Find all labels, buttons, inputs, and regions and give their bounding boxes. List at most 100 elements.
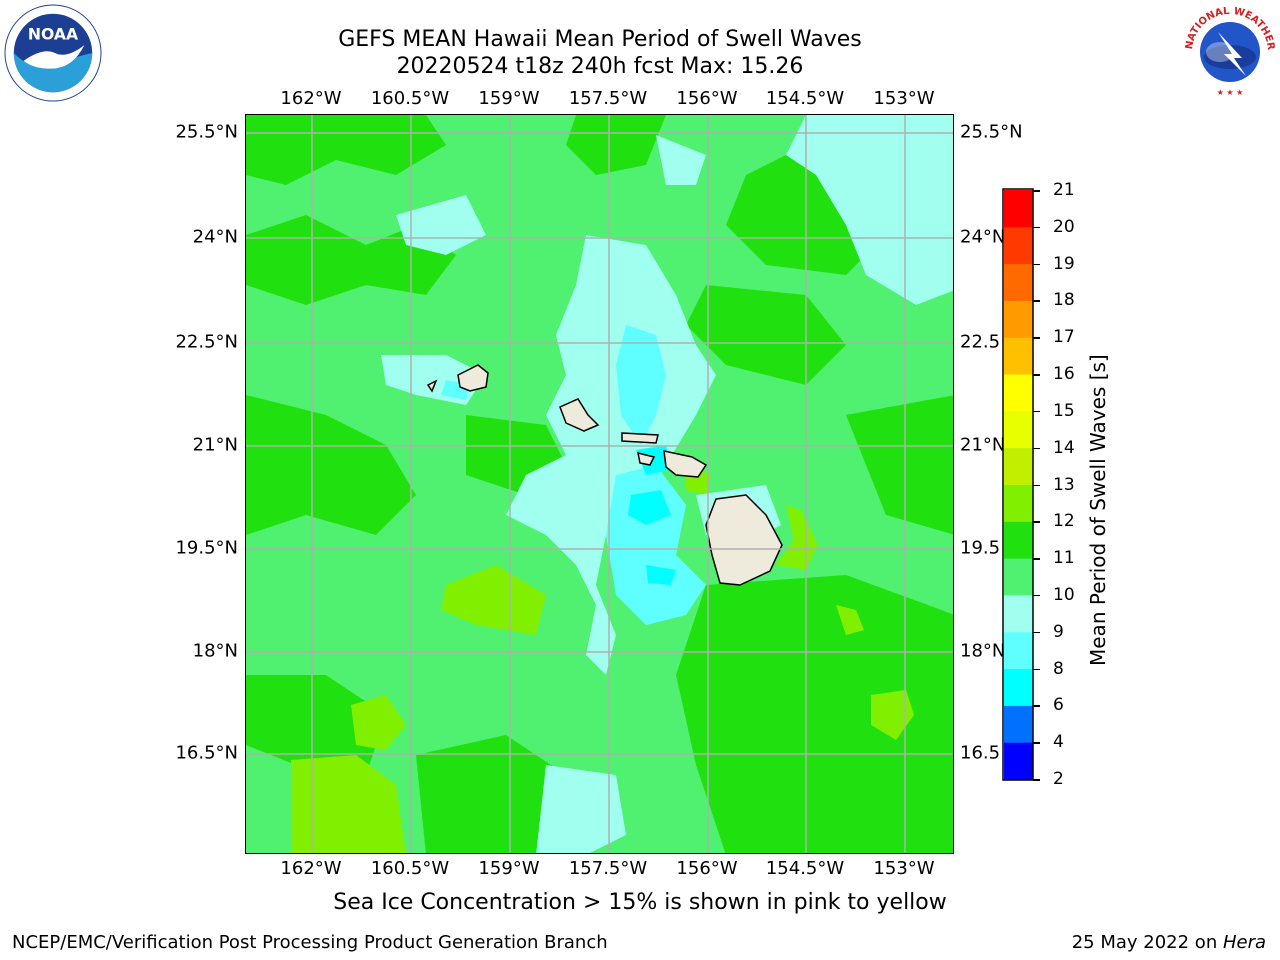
lat-tick-left: 16.5°N bbox=[175, 742, 238, 764]
colorbar-tick-label: 15 bbox=[1053, 400, 1075, 421]
colorbar-tick-mark bbox=[1033, 521, 1040, 523]
lat-tick-left: 22.5°N bbox=[175, 331, 238, 353]
big-island-hawaii bbox=[705, 494, 783, 586]
lon-tick-bottom: 157.5°W bbox=[568, 858, 648, 879]
colorbar-swatch bbox=[1004, 521, 1033, 559]
colorbar-tick-mark bbox=[1033, 484, 1040, 486]
colorbar-swatch bbox=[1004, 558, 1033, 596]
colorbar-tick-label: 2 bbox=[1053, 769, 1064, 789]
lat-tick-right: 21°N bbox=[960, 434, 1006, 456]
colorbar-tick-mark bbox=[1033, 594, 1040, 597]
colorbar-swatches bbox=[1004, 190, 1033, 780]
colorbar-tick-label: 4 bbox=[1053, 732, 1064, 753]
map-subtitle: 20220524 t18z 240h fcst Max: 15.26 bbox=[396, 54, 804, 79]
lat-tick-left: 25.5°N bbox=[175, 121, 238, 143]
noaa-logo: NOAA bbox=[4, 4, 102, 102]
colorbar-tick-mark bbox=[1033, 447, 1040, 450]
map-title: GEFS MEAN Hawaii Mean Period of Swell Wa… bbox=[338, 27, 862, 52]
lat-tick-left: 24°N bbox=[192, 226, 238, 248]
colorbar-swatch bbox=[1004, 337, 1033, 375]
colorbar-tick-label: 11 bbox=[1053, 548, 1075, 569]
period-12-13-regions bbox=[291, 465, 914, 853]
colorbar bbox=[1002, 188, 1034, 781]
colorbar-tick-label: 19 bbox=[1053, 253, 1075, 274]
colorbar-swatch bbox=[1004, 410, 1033, 449]
colorbar-tick-mark bbox=[1033, 558, 1040, 560]
colorbar-swatch bbox=[1004, 668, 1033, 706]
niihau-island bbox=[426, 379, 438, 393]
lon-tick-bottom: 159°W bbox=[478, 858, 540, 879]
colorbar-tick-mark bbox=[1033, 668, 1040, 671]
credit-date: 25 May 2022 on bbox=[1071, 932, 1223, 953]
colorbar-tick-mark bbox=[1033, 263, 1040, 266]
lon-tick-bottom: 156°W bbox=[676, 858, 738, 879]
colorbar-tick-label: 12 bbox=[1053, 511, 1075, 532]
lat-tick-left: 19.5°N bbox=[175, 537, 238, 559]
colorbar-swatch bbox=[1004, 263, 1033, 301]
colorbar-tick-label: 6 bbox=[1053, 695, 1064, 716]
colorbar-tick-label: 8 bbox=[1053, 658, 1064, 679]
lon-tick-top: 153°W bbox=[873, 88, 935, 109]
colorbar-tick-mark bbox=[1033, 300, 1040, 302]
colorbar-tick-mark bbox=[1033, 190, 1040, 192]
lat-tick-left: 21°N bbox=[192, 434, 238, 456]
colorbar-tick-mark bbox=[1033, 337, 1040, 339]
period-6-8-regions bbox=[628, 445, 676, 585]
colorbar-tick-label: 20 bbox=[1053, 216, 1075, 237]
colorbar-swatch bbox=[1004, 742, 1033, 780]
colorbar-swatch bbox=[1004, 705, 1033, 743]
colorbar-tick-label: 18 bbox=[1053, 290, 1075, 311]
lon-tick-bottom: 153°W bbox=[873, 858, 935, 879]
lon-tick-top: 160.5°W bbox=[370, 88, 450, 109]
lat-tick-right: 24°N bbox=[960, 226, 1006, 248]
hawaiian-islands bbox=[426, 364, 783, 586]
nws-logo: NATIONAL WEATHER SERVICE ★ ★ ★ bbox=[1180, 2, 1278, 100]
colorbar-label: Mean Period of Swell Waves [s] bbox=[1086, 354, 1110, 666]
colorbar-tick-mark bbox=[1033, 374, 1040, 376]
lat-tick-right: 25.5°N bbox=[960, 121, 1023, 143]
colorbar-swatch bbox=[1004, 226, 1033, 265]
colorbar-tick-label: 21 bbox=[1053, 180, 1075, 200]
lon-tick-top: 156°W bbox=[676, 88, 738, 109]
colorbar-tick-mark bbox=[1033, 705, 1040, 707]
lon-tick-top: 159°W bbox=[478, 88, 540, 109]
lat-tick-right: 19.5 bbox=[960, 537, 1001, 559]
colorbar-swatch bbox=[1004, 190, 1033, 228]
credit-host: Hera bbox=[1222, 932, 1266, 953]
swell-period-map bbox=[246, 115, 953, 853]
period-9-10-regions bbox=[381, 115, 953, 853]
colorbar-tick-label: 16 bbox=[1053, 364, 1075, 385]
lat-tick-right: 22.5 bbox=[960, 331, 1001, 353]
lon-tick-bottom: 154.5°W bbox=[765, 858, 845, 879]
colorbar-swatch bbox=[1004, 484, 1033, 522]
kauai-island bbox=[457, 364, 489, 392]
map-panel bbox=[245, 114, 954, 854]
colorbar-tick-mark bbox=[1033, 226, 1040, 229]
noaa-logo-text: NOAA bbox=[28, 24, 79, 43]
lat-tick-right: 16.5 bbox=[960, 742, 1001, 764]
sea-ice-note: Sea Ice Concentration > 15% is shown in … bbox=[333, 890, 947, 915]
molokai-island bbox=[621, 432, 659, 444]
colorbar-tick-label: 17 bbox=[1053, 327, 1075, 348]
lon-tick-top: 157.5°W bbox=[568, 88, 648, 109]
credit-organization: NCEP/EMC/Verification Post Processing Pr… bbox=[12, 932, 608, 953]
colorbar-tick-label: 10 bbox=[1053, 584, 1075, 605]
nws-stars-icon: ★ ★ ★ bbox=[1217, 88, 1244, 97]
lat-tick-right: 18°N bbox=[960, 640, 1006, 662]
colorbar-tick-mark bbox=[1033, 631, 1040, 634]
colorbar-tick-mark bbox=[1033, 742, 1040, 744]
colorbar-tick-mark bbox=[1033, 410, 1040, 413]
maui-island bbox=[663, 450, 708, 478]
colorbar-swatch bbox=[1004, 631, 1033, 670]
colorbar-tick-mark bbox=[1033, 779, 1040, 781]
colorbar-swatch bbox=[1004, 300, 1033, 338]
colorbar-swatch bbox=[1004, 594, 1033, 633]
colorbar-swatch bbox=[1004, 447, 1033, 485]
lat-tick-left: 18°N bbox=[192, 640, 238, 662]
oahu-island bbox=[559, 398, 600, 432]
lon-tick-top: 154.5°W bbox=[765, 88, 845, 109]
lon-tick-top: 162°W bbox=[280, 88, 342, 109]
credit-date-host: 25 May 2022 on Hera bbox=[1072, 932, 1266, 953]
colorbar-tick-label: 9 bbox=[1053, 621, 1064, 642]
lon-tick-bottom: 160.5°W bbox=[370, 858, 450, 879]
